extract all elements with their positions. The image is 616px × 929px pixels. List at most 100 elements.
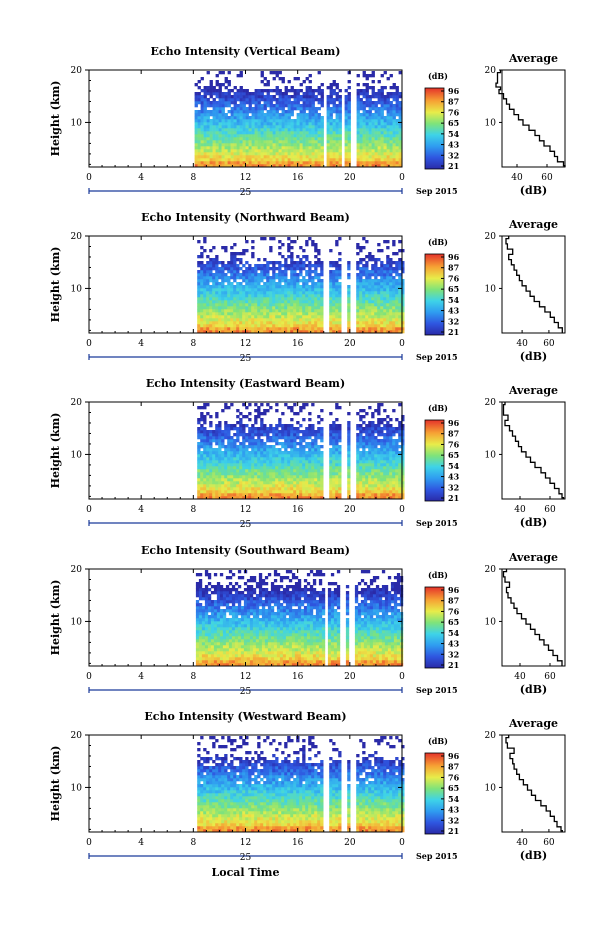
heatmap-cell: [356, 279, 360, 283]
heatmap-cell: [281, 273, 285, 277]
heatmap-cell: [317, 327, 321, 331]
heatmap-cell: [338, 89, 342, 93]
heatmap-cell: [227, 463, 231, 467]
heatmap-cell: [299, 113, 303, 117]
heatmap-cell: [212, 291, 216, 295]
heatmap-cell: [272, 454, 276, 458]
heatmap-cell: [332, 279, 336, 283]
heatmap-cell: [278, 463, 282, 467]
heatmap-cell: [332, 303, 336, 307]
heatmap-cell: [395, 98, 399, 102]
heatmap-cell: [311, 104, 315, 108]
heatmap-cell: [194, 110, 198, 114]
heatmap-cell: [233, 98, 237, 102]
heatmap-cell: [368, 460, 372, 464]
heatmap-cell: [317, 155, 321, 159]
heatmap-cell: [206, 460, 210, 464]
heatmap-cell: [395, 490, 399, 494]
heatmap-cell: [212, 140, 216, 144]
heatmap-cell: [314, 318, 318, 322]
heatmap-cell: [365, 131, 369, 135]
heatmap-cell: [395, 285, 399, 289]
heatmap-cell: [335, 152, 339, 156]
heatmap-cell: [263, 324, 267, 328]
heatmap-cell: [377, 297, 381, 301]
heatmap-cell: [374, 101, 378, 105]
heatmap-cell: [287, 119, 291, 123]
heatmap-cell: [272, 496, 276, 500]
heatmap-cell: [305, 155, 309, 159]
heatmap-cell: [290, 472, 294, 476]
heatmap-cell: [296, 104, 300, 108]
heatmap-cell: [368, 149, 372, 153]
heatmap-cell: [266, 131, 270, 135]
heatmap-cell: [284, 475, 288, 479]
heatmap-cell: [260, 152, 264, 156]
heatmap-cell: [257, 161, 261, 165]
heatmap-cell: [347, 152, 351, 156]
heatmap-cell: [278, 448, 282, 452]
heatmap-cell: [383, 164, 387, 168]
heatmap-cell: [335, 98, 339, 102]
heatmap-cell: [266, 104, 270, 108]
heatmap-cell: [224, 312, 228, 316]
heatmap-cell: [386, 318, 390, 322]
heatmap-cell: [374, 439, 378, 443]
heatmap-cell: [215, 424, 219, 428]
heatmap-cell: [365, 119, 369, 123]
heatmap-cell: [221, 137, 225, 141]
heatmap-cell: [383, 297, 387, 301]
heatmap-cell: [212, 448, 216, 452]
heatmap-cell: [356, 321, 360, 325]
heatmap-cell: [371, 288, 375, 292]
heatmap-cell: [398, 122, 402, 126]
heatmap-cell: [257, 436, 261, 440]
heatmap-cell: [236, 264, 240, 268]
heatmap-cell: [278, 294, 282, 298]
heatmap-cell: [389, 137, 393, 141]
heatmap-cell: [299, 312, 303, 316]
heatmap-cell: [329, 294, 333, 298]
heatmap-cell: [254, 451, 258, 455]
heatmap-cell: [233, 493, 237, 497]
heatmap-cell: [227, 80, 231, 84]
heatmap-cell: [215, 481, 219, 485]
heatmap-cell: [329, 270, 333, 274]
heatmap-cell: [209, 249, 213, 253]
heatmap-cell: [260, 119, 264, 123]
heatmap-cell: [212, 433, 216, 437]
heatmap-cell: [320, 261, 324, 265]
heatmap-cell: [251, 92, 255, 96]
heatmap-cell: [302, 475, 306, 479]
heatmap-cell: [284, 116, 288, 120]
heatmap-cell: [284, 110, 288, 114]
heatmap-cell: [227, 161, 231, 165]
heatmap-cell: [332, 312, 336, 316]
heatmap-cell: [362, 415, 366, 419]
heatmap-cell: [227, 291, 231, 295]
heatmap-cell: [380, 297, 384, 301]
heatmap-cell: [365, 430, 369, 434]
heatmap-cell: [305, 282, 309, 286]
heatmap-cell: [194, 140, 198, 144]
heatmap-cell: [332, 496, 336, 500]
heatmap-cell: [305, 466, 309, 470]
heatmap-cell: [206, 436, 210, 440]
heatmap-cell: [200, 412, 204, 416]
heatmap-cell: [377, 131, 381, 135]
heatmap-cell: [365, 83, 369, 87]
heatmap-cell: [197, 330, 201, 334]
heatmap-cell: [275, 454, 279, 458]
heatmap-cell: [374, 324, 378, 328]
heatmap-cell: [203, 134, 207, 138]
heatmap-cell: [371, 267, 375, 271]
heatmap-cell: [236, 454, 240, 458]
heatmap-cell: [374, 95, 378, 99]
heatmap-cell: [230, 490, 234, 494]
heatmap-cell: [239, 155, 243, 159]
heatmap-cell: [368, 490, 372, 494]
heatmap-cell: [386, 161, 390, 165]
heatmap-cell: [377, 409, 381, 413]
heatmap-cell: [200, 427, 204, 431]
heatmap-cell: [212, 469, 216, 473]
